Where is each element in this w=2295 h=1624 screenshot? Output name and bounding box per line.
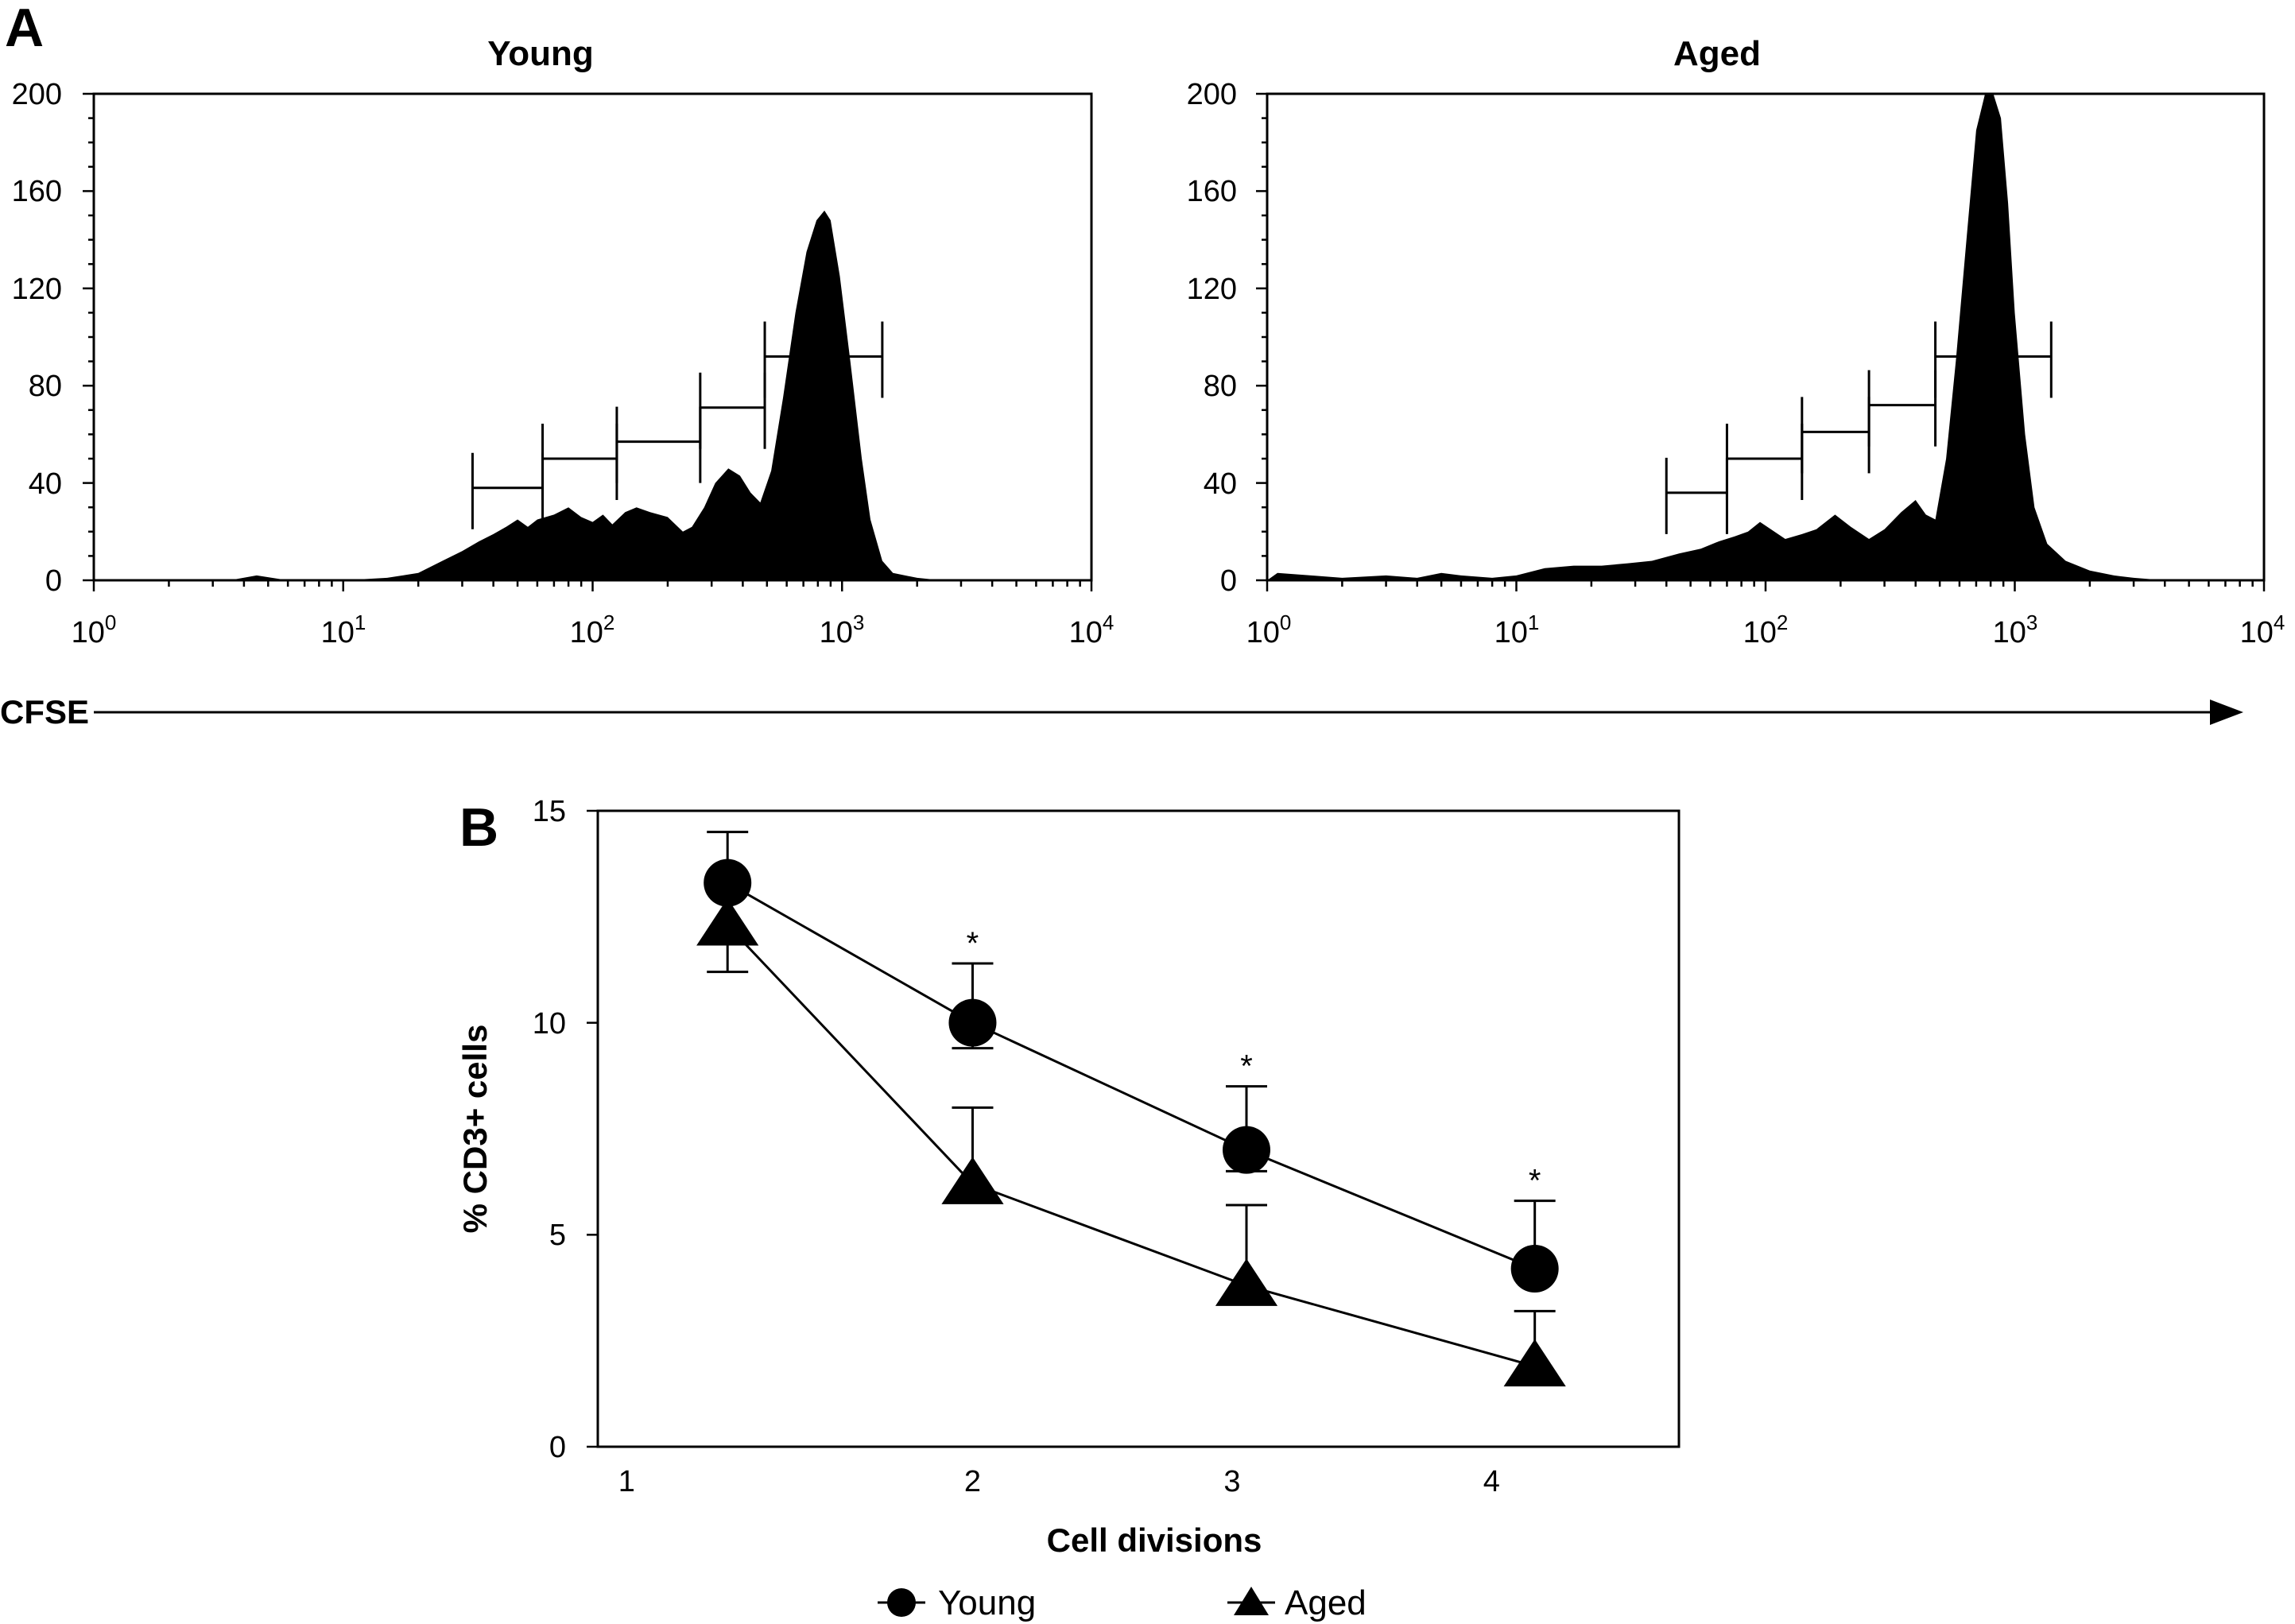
significance-marker: * — [1240, 1049, 1253, 1084]
data-point-aged — [1503, 1339, 1566, 1387]
x-tick-label: 1 — [618, 1465, 635, 1498]
y-tick-label: 0 — [1220, 564, 1237, 598]
x-axis-b: 1 2 3 4 — [618, 1465, 1500, 1498]
x-tick-label: 100 — [72, 610, 117, 649]
x-tick-label: 2 — [964, 1465, 981, 1498]
cfse-axis-arrow: CFSE — [0, 693, 2243, 731]
panel-b-label: B — [459, 797, 498, 858]
circle-marker-icon — [887, 1588, 916, 1617]
x-tick-label: 102 — [570, 610, 615, 649]
x-tick-label: 100 — [1246, 610, 1292, 649]
significance-marker: * — [967, 926, 979, 961]
y-tick-label: 40 — [29, 467, 62, 501]
arrow-head — [2210, 700, 2243, 725]
plot-frame-b — [596, 809, 1681, 1448]
legend: Young Aged — [878, 1583, 1367, 1622]
plot-frame-aged — [1266, 92, 2266, 582]
series-group: * * * — [696, 831, 1566, 1387]
x-tick-label: 103 — [820, 610, 865, 649]
data-point-young — [948, 998, 997, 1047]
y-tick-label: 40 — [1204, 467, 1237, 501]
x-tick-label: 101 — [321, 610, 366, 649]
data-point-aged — [941, 1157, 1004, 1204]
y-tick-label: 80 — [29, 370, 62, 403]
data-point-aged — [696, 898, 759, 946]
x-tick-label: 104 — [1069, 610, 1115, 649]
x-tick-label: 4 — [1483, 1465, 1500, 1498]
y-tick-label: 200 — [1187, 78, 1237, 111]
cfse-label: CFSE — [0, 693, 89, 731]
data-point-aged — [1215, 1258, 1278, 1306]
series-line-aged — [727, 924, 1536, 1368]
legend-item-aged: Aged — [1227, 1583, 1367, 1622]
series-line-young — [727, 882, 1536, 1270]
x-axis-young: 100 101 102 103 104 — [72, 580, 1115, 649]
histogram-title-aged: Aged — [1673, 34, 1761, 73]
x-tick-label: 3 — [1223, 1465, 1240, 1498]
y-tick-label: 200 — [12, 78, 62, 111]
data-point-young — [1510, 1245, 1559, 1293]
x-tick-label: 103 — [1993, 610, 2038, 649]
y-tick-label: 15 — [533, 795, 566, 828]
x-axis-label: Cell divisions — [1047, 1521, 1262, 1559]
x-tick-label: 101 — [1494, 610, 1540, 649]
histogram-area-aged — [1267, 94, 2264, 580]
significance-marker: * — [1529, 1164, 1541, 1199]
y-axis-young: 0 40 80 120 160 200 — [12, 78, 94, 598]
legend-label-young: Young — [938, 1583, 1036, 1622]
plot-frame-young — [92, 92, 1093, 582]
y-tick-label: 5 — [549, 1219, 566, 1252]
y-tick-label: 160 — [1187, 175, 1237, 208]
panel-a-label: A — [5, 0, 44, 58]
y-tick-label: 0 — [45, 564, 62, 598]
legend-label-aged: Aged — [1285, 1583, 1367, 1622]
data-point-young — [704, 859, 752, 907]
y-tick-label: 160 — [12, 175, 62, 208]
histogram-title-young: Young — [487, 34, 594, 73]
x-axis-aged: 100 101 102 103 104 — [1246, 580, 2285, 649]
histogram-area-young — [94, 210, 1091, 580]
y-tick-label: 120 — [12, 273, 62, 306]
data-point-young — [1223, 1126, 1270, 1174]
y-tick-label: 120 — [1187, 273, 1237, 306]
y-axis-b: 0 5 10 15 — [533, 795, 598, 1464]
gate-markers-aged — [1665, 321, 2053, 534]
line-plot: 0 5 10 15 1 2 3 4 Cell divisions % CD3+ … — [456, 795, 1681, 1559]
legend-item-young: Young — [878, 1583, 1036, 1622]
y-axis-aged: 0 40 80 120 160 200 — [1187, 78, 1267, 598]
y-axis-label: % CD3+ cells — [456, 1025, 494, 1234]
y-tick-label: 0 — [549, 1431, 566, 1464]
y-tick-label: 80 — [1204, 370, 1237, 403]
histogram-aged: Aged 0 40 80 120 160 200 100 101 102 103… — [1187, 34, 2285, 649]
gate-markers-young — [471, 321, 884, 529]
histogram-young: Young 0 40 80 120 160 200 100 101 102 10… — [12, 34, 1115, 649]
triangle-marker-icon — [1234, 1587, 1269, 1615]
y-tick-label: 10 — [533, 1007, 566, 1041]
x-tick-label: 102 — [1743, 610, 1789, 649]
x-tick-label: 104 — [2240, 610, 2285, 649]
